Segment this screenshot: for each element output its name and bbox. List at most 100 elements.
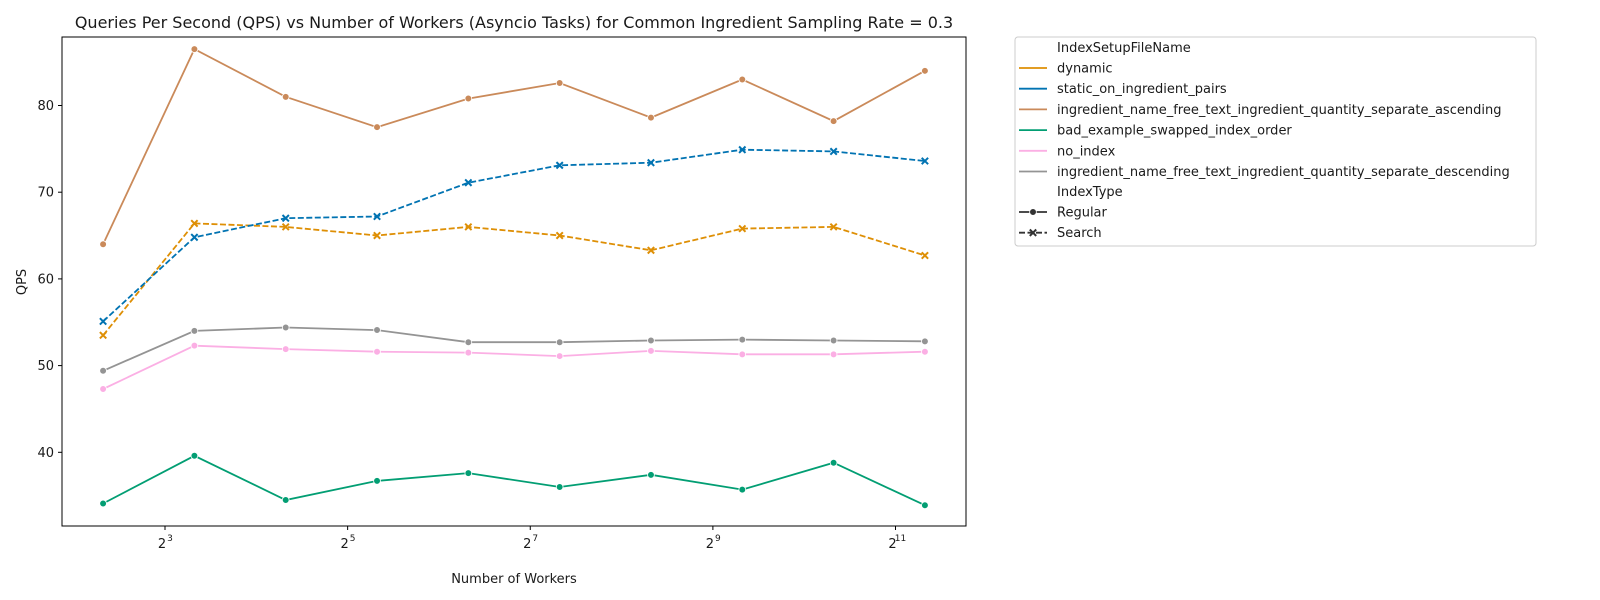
x-tick-label: 2 (888, 537, 896, 552)
data-point-ingredient-name-free-text-ingredient-quantity-separate-descending-6 (647, 336, 655, 345)
data-point-dynamic-6 (647, 246, 655, 255)
data-point-ingredient-name-free-text-ingredient-quantity-separate-descending-9 (921, 337, 929, 346)
data-point-dynamic-8 (829, 222, 838, 231)
data-point-ingredient-name-free-text-ingredient-quantity-separate-descending-3 (373, 326, 381, 334)
y-tick-label: 70 (37, 186, 54, 201)
data-point-bad-example-swapped-index-order-0 (99, 499, 107, 508)
legend-style-marker (1029, 208, 1037, 216)
data-point-static-on-ingredient-pairs-5 (555, 161, 564, 170)
data-point-ingredient-name-free-text-ingredient-quantity-separate-ascending-9 (921, 67, 929, 75)
data-point-bad-example-swapped-index-order-8 (829, 458, 838, 467)
data-point-ingredient-name-free-text-ingredient-quantity-separate-descending-1 (190, 327, 199, 335)
data-point-ingredient-name-free-text-ingredient-quantity-separate-descending-8 (829, 336, 838, 345)
data-point-dynamic-7 (738, 224, 747, 233)
y-tick-label: 60 (37, 272, 54, 287)
data-point-ingredient-name-free-text-ingredient-quantity-separate-descending-4 (464, 338, 473, 346)
x-axis-label: Number of Workers (451, 572, 577, 587)
x-tick-exponent: 5 (350, 534, 356, 544)
legend-item-no-index: no_index (1019, 144, 1116, 159)
data-point-ingredient-name-free-text-ingredient-quantity-separate-ascending-8 (829, 117, 838, 125)
x-tick-label: 2 (340, 537, 348, 552)
series-line-dynamic (102, 222, 926, 336)
legend-item-ingredient-name-free-text-ingredient-quantity-separate-ascending: ingredient_name_free_text_ingredient_qua… (1019, 103, 1501, 118)
data-point-ingredient-name-free-text-ingredient-quantity-separate-ascending-2 (281, 93, 290, 101)
legend-label: Search (1057, 226, 1102, 241)
series-line-bad-example-swapped-index-order (102, 454, 926, 507)
y-tick-label: 50 (37, 359, 54, 374)
legend-label: dynamic (1057, 62, 1113, 77)
x-tick-label: 2 (706, 537, 714, 552)
data-point-bad-example-swapped-index-order-6 (647, 471, 655, 479)
legend-title-index-setup: IndexSetupFileName (1057, 41, 1191, 56)
y-tick-label: 80 (37, 99, 54, 114)
data-point-bad-example-swapped-index-order-7 (738, 485, 747, 494)
data-point-static-on-ingredient-pairs-1 (190, 233, 199, 242)
data-point-bad-example-swapped-index-order-4 (464, 469, 473, 477)
data-point-ingredient-name-free-text-ingredient-quantity-separate-ascending-0 (99, 240, 107, 249)
data-point-dynamic-5 (555, 231, 564, 240)
data-point-bad-example-swapped-index-order-3 (373, 477, 381, 485)
legend-label: no_index (1057, 144, 1116, 159)
legend: IndexSetupFileName dynamic static_on_ingr… (1014, 36, 1537, 247)
data-point-no-index-6 (647, 347, 655, 355)
legend-style-marker (1029, 228, 1037, 237)
data-point-ingredient-name-free-text-ingredient-quantity-separate-descending-2 (281, 323, 290, 332)
data-point-no-index-4 (464, 348, 473, 357)
chart-title: Queries Per Second (QPS) vs Number of Wo… (75, 13, 953, 32)
data-point-static-on-ingredient-pairs-8 (829, 147, 838, 156)
data-point-static-on-ingredient-pairs-9 (921, 157, 929, 165)
data-point-no-index-0 (99, 385, 107, 393)
data-point-ingredient-name-free-text-ingredient-quantity-separate-ascending-7 (738, 75, 747, 84)
legend-item-search: Search (1019, 226, 1102, 241)
plot-area (99, 45, 929, 509)
data-point-ingredient-name-free-text-ingredient-quantity-separate-descending-0 (99, 367, 107, 375)
legend-label: static_on_ingredient_pairs (1057, 82, 1227, 97)
legend-item-ingredient-name-free-text-ingredient-quantity-separate-descending: ingredient_name_free_text_ingredient_qua… (1019, 165, 1510, 180)
legend-item-dynamic: dynamic (1019, 62, 1113, 77)
y-tick-label: 40 (37, 446, 54, 461)
data-point-ingredient-name-free-text-ingredient-quantity-separate-ascending-3 (373, 123, 381, 131)
legend-frame (1014, 36, 1537, 247)
data-point-ingredient-name-free-text-ingredient-quantity-separate-descending-5 (555, 338, 564, 346)
legend-title-index-type: IndexType (1057, 185, 1123, 200)
data-point-no-index-2 (281, 345, 290, 353)
data-point-ingredient-name-free-text-ingredient-quantity-separate-ascending-6 (647, 113, 655, 122)
data-point-dynamic-3 (373, 231, 381, 240)
data-point-dynamic-9 (921, 251, 929, 260)
data-point-no-index-9 (921, 347, 929, 356)
data-point-no-index-3 (373, 347, 381, 356)
data-point-dynamic-2 (281, 222, 290, 231)
data-point-bad-example-swapped-index-order-9 (921, 501, 929, 509)
legend-item-regular: Regular (1019, 206, 1108, 221)
plot-frame (61, 36, 967, 527)
legend-label: Regular (1057, 206, 1108, 221)
data-point-static-on-ingredient-pairs-0 (99, 317, 107, 326)
data-point-dynamic-1 (190, 219, 199, 228)
data-point-bad-example-swapped-index-order-5 (555, 483, 564, 491)
data-point-ingredient-name-free-text-ingredient-quantity-separate-ascending-4 (464, 94, 473, 103)
legend-label: ingredient_name_free_text_ingredient_qua… (1057, 165, 1510, 180)
data-point-no-index-7 (738, 350, 747, 359)
x-tick-exponent: 3 (167, 534, 173, 544)
data-point-static-on-ingredient-pairs-2 (281, 214, 290, 223)
data-point-static-on-ingredient-pairs-3 (373, 212, 381, 221)
data-point-dynamic-4 (464, 222, 473, 231)
x-axis-ticks: 2 3 2 5 2 7 2 9 211 (158, 526, 906, 552)
y-axis-label: QPS (15, 269, 30, 295)
data-point-ingredient-name-free-text-ingredient-quantity-separate-ascending-5 (555, 79, 564, 87)
legend-series-entries: dynamic static_on_ingredient_pairsingredi… (1019, 62, 1510, 180)
data-point-bad-example-swapped-index-order-2 (281, 496, 290, 504)
x-tick-label: 2 (158, 537, 166, 552)
x-tick-exponent: 7 (532, 534, 538, 544)
legend-style-entries: Regular Search (1019, 206, 1108, 241)
series-line-no-index (102, 344, 925, 390)
data-point-static-on-ingredient-pairs-6 (647, 158, 655, 167)
series-line-static-on-ingredient-pairs (102, 148, 925, 323)
y-axis-ticks: 40 50 60 70 80 (37, 99, 62, 461)
legend-label: ingredient_name_free_text_ingredient_qua… (1057, 103, 1501, 118)
data-point-ingredient-name-free-text-ingredient-quantity-separate-descending-7 (738, 335, 747, 344)
data-point-no-index-5 (555, 352, 564, 360)
legend-label: bad_example_swapped_index_order (1057, 124, 1292, 139)
legend-item-bad-example-swapped-index-order: bad_example_swapped_index_order (1019, 124, 1292, 139)
